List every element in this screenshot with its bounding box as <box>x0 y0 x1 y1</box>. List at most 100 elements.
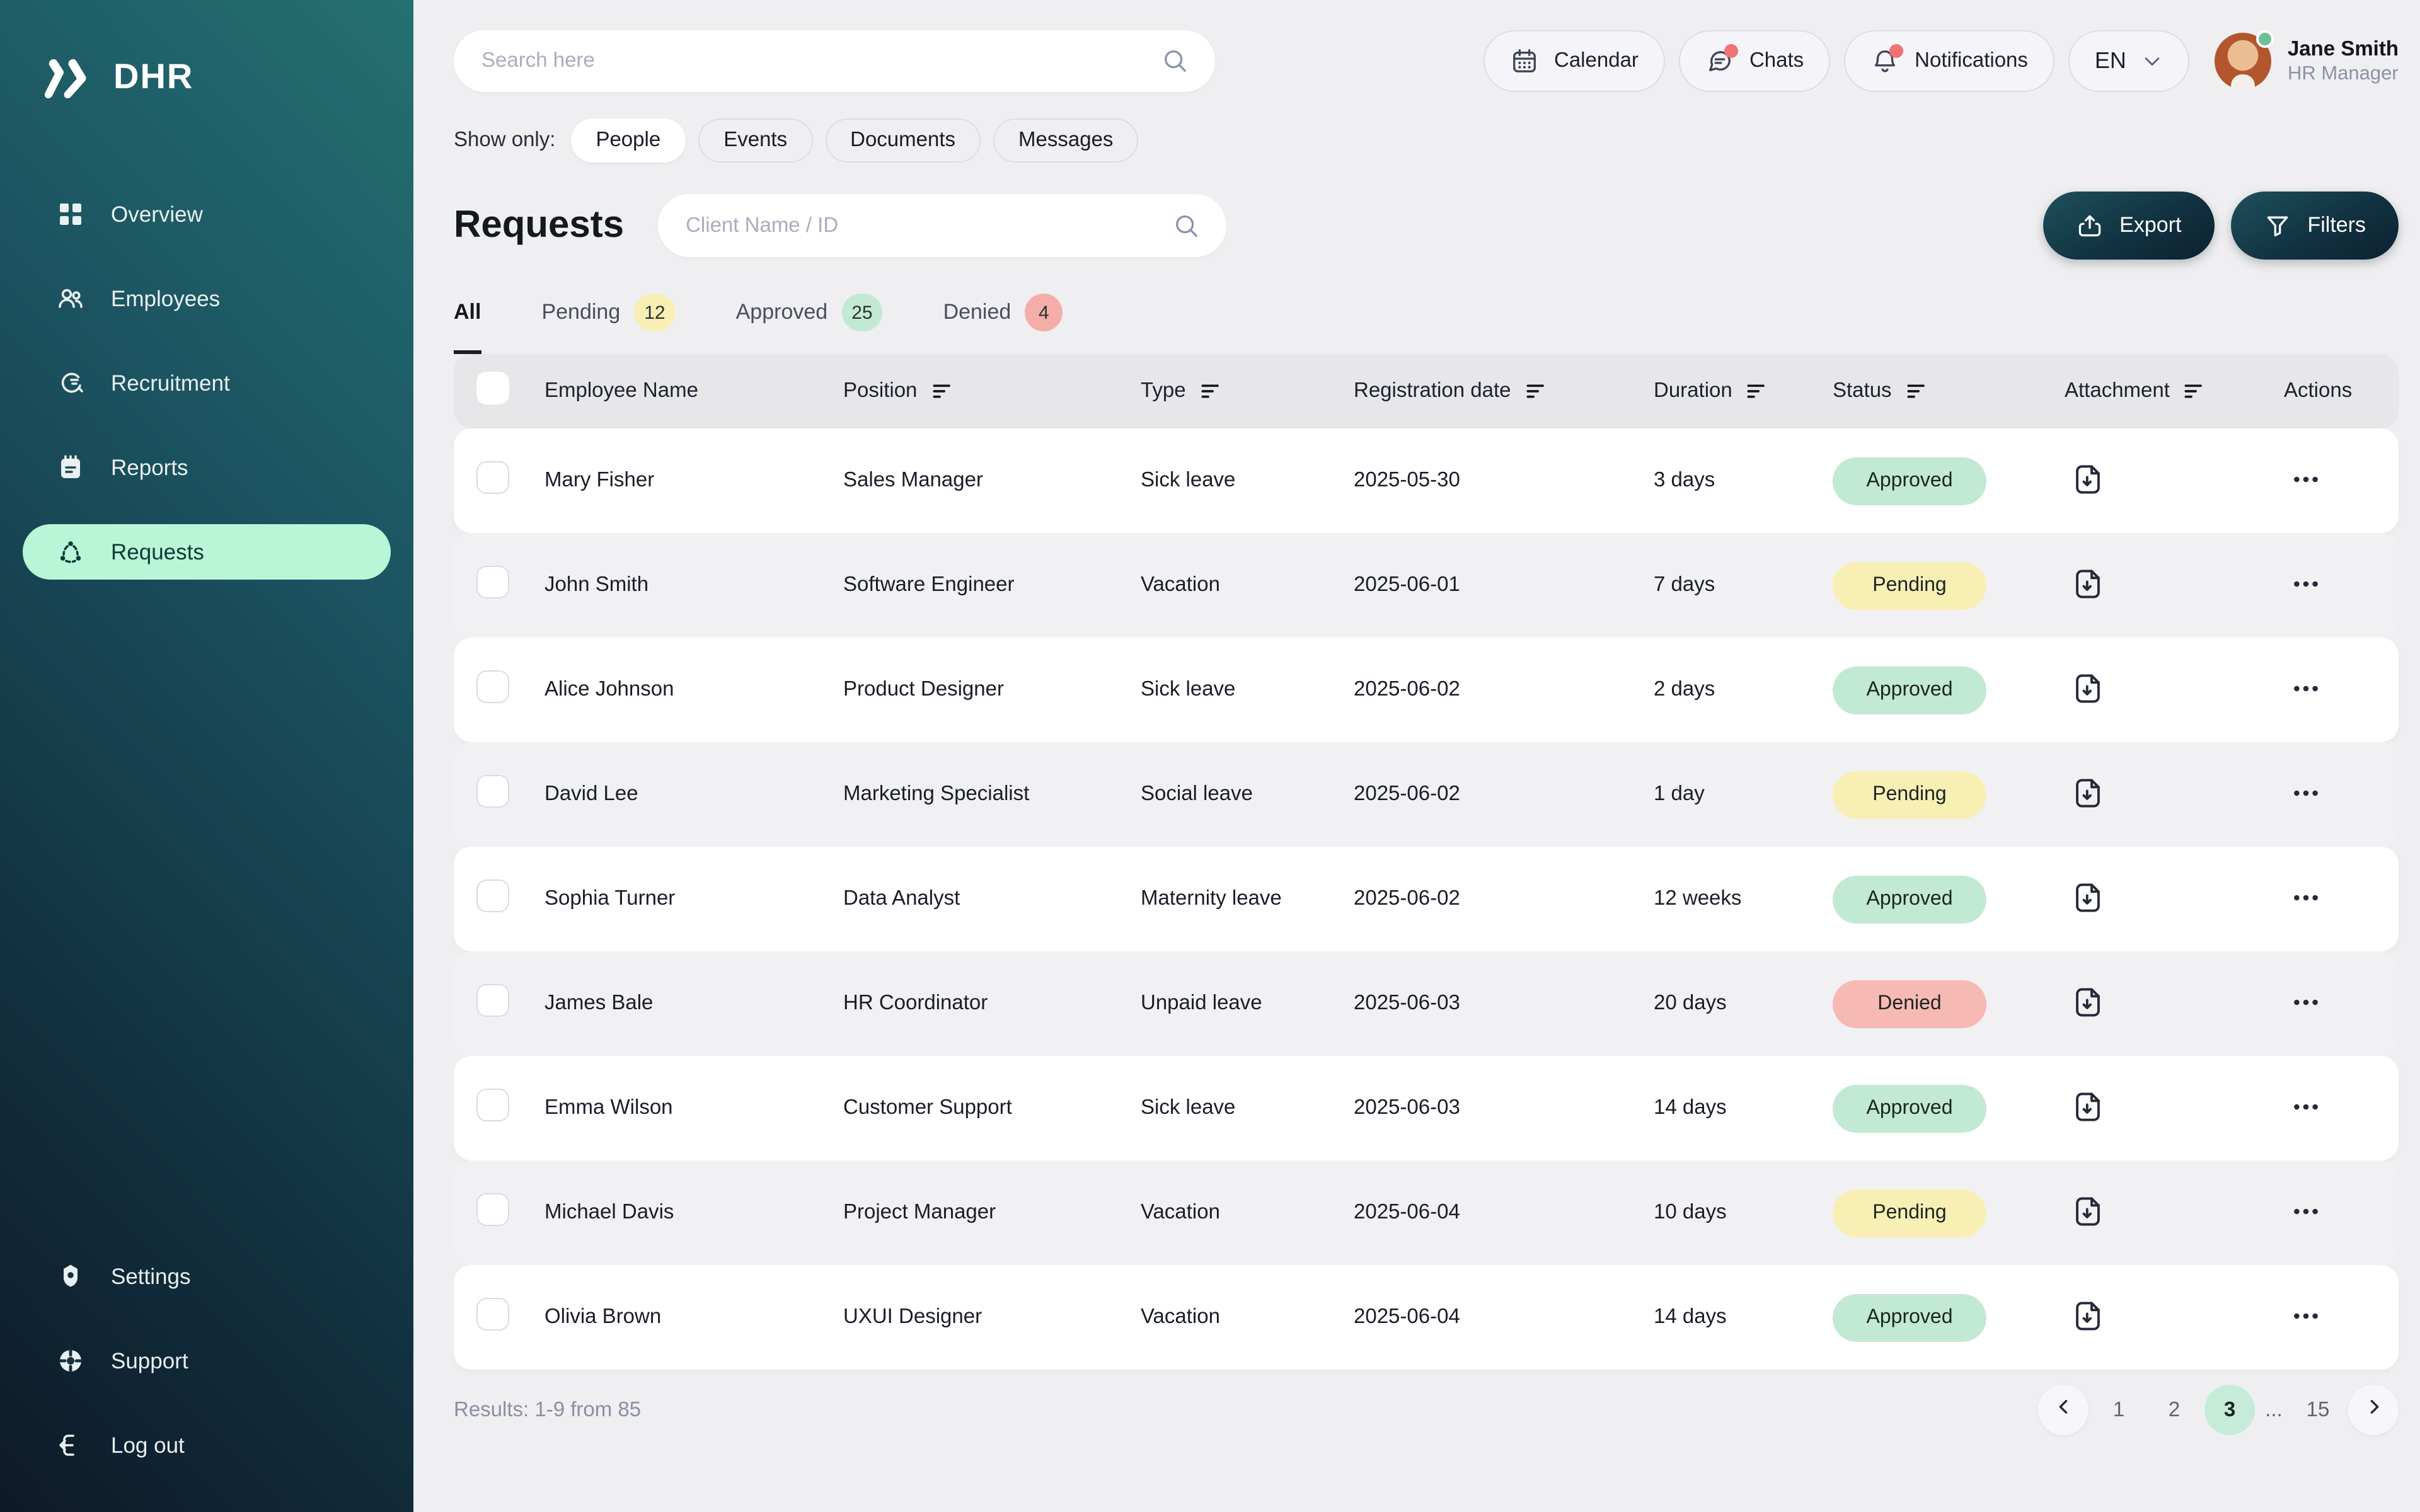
ellipsis-icon <box>2289 985 2323 1022</box>
row-actions-button[interactable] <box>2284 457 2328 505</box>
row-checkbox[interactable] <box>476 1193 509 1226</box>
logout-icon <box>55 1430 86 1460</box>
tab-pending[interactable]: Pending 12 <box>541 294 676 354</box>
row-checkbox[interactable] <box>476 1089 509 1121</box>
sort-icon[interactable] <box>1199 379 1223 403</box>
table-row: David Lee Marketing Specialist Social leav… <box>454 742 2399 847</box>
notifications-button[interactable]: Notifications <box>1844 30 2054 92</box>
file-down-icon <box>2070 565 2106 605</box>
cell-attachment <box>2065 874 2284 924</box>
row-checkbox-cell <box>476 984 544 1023</box>
sidebar-item-label: Recruitment <box>111 370 230 395</box>
row-actions-button[interactable] <box>2284 1084 2328 1132</box>
sidebar-item-settings[interactable]: Settings <box>23 1249 391 1304</box>
pagination-page-2[interactable]: 2 <box>2149 1385 2199 1435</box>
tab-all[interactable]: All <box>454 294 481 354</box>
client-search-input[interactable] <box>683 212 1173 239</box>
sidebar-item-overview[interactable]: Overview <box>23 186 391 242</box>
sort-icon[interactable] <box>1524 379 1548 403</box>
row-actions-button[interactable] <box>2284 875 2328 923</box>
attachment-download-button[interactable] <box>2065 560 2111 610</box>
sidebar-item-log-out[interactable]: Log out <box>23 1418 391 1473</box>
tab-count-badge: 12 <box>634 294 676 331</box>
sidebar-item-requests[interactable]: Requests <box>23 524 391 580</box>
chats-button[interactable]: Chats <box>1678 30 1831 92</box>
pagination-page-1[interactable]: 1 <box>2094 1385 2144 1435</box>
attachment-download-button[interactable] <box>2065 1292 2111 1343</box>
pagination-prev-button[interactable] <box>2038 1385 2089 1435</box>
cell-position: HR Coordinator <box>843 992 1141 1016</box>
sidebar-item-reports[interactable]: Reports <box>23 440 391 495</box>
sidebar-item-support[interactable]: Support <box>23 1333 391 1389</box>
user-profile[interactable]: Jane Smith HR Manager <box>2214 30 2399 89</box>
column-header-label: Attachment <box>2065 379 2170 402</box>
pagination-page-15[interactable]: 15 <box>2293 1385 2343 1435</box>
row-checkbox[interactable] <box>476 670 509 703</box>
sort-icon[interactable] <box>2182 379 2206 403</box>
global-search-input[interactable] <box>479 48 1161 74</box>
attachment-download-button[interactable] <box>2065 769 2111 820</box>
chevron-right-icon <box>2363 1396 2384 1424</box>
tab-denied[interactable]: Denied 4 <box>943 294 1063 354</box>
cell-leave-type: Sick leave <box>1141 678 1354 702</box>
row-actions-button[interactable] <box>2284 666 2328 714</box>
row-checkbox[interactable] <box>476 984 509 1017</box>
notifications-unread-dot <box>1889 44 1904 58</box>
filters-button[interactable]: Filters <box>2230 192 2399 260</box>
ellipsis-icon <box>2289 671 2323 709</box>
pagination-page-3[interactable]: 3 <box>2204 1385 2255 1435</box>
column-header-label: Employee Name <box>544 379 698 402</box>
sidebar-item-employees[interactable]: Employees <box>23 271 391 326</box>
row-actions-button[interactable] <box>2284 770 2328 818</box>
row-actions-button[interactable] <box>2284 561 2328 609</box>
attachment-download-button[interactable] <box>2065 1188 2111 1238</box>
language-selector[interactable]: EN <box>2068 30 2189 92</box>
sidebar-item-label: Overview <box>111 201 203 226</box>
requests-table: Employee Name Position Type Registration da… <box>454 354 2399 1370</box>
filter-chip-label: Messages <box>1018 129 1114 151</box>
cell-duration-text: 1 day <box>1654 782 1705 805</box>
status-badge: Pending <box>1833 770 1986 818</box>
sidebar-item-recruitment[interactable]: Recruitment <box>23 355 391 411</box>
row-actions-button[interactable] <box>2284 980 2328 1028</box>
row-actions-button[interactable] <box>2284 1189 2328 1237</box>
pagination-next-button[interactable] <box>2348 1385 2399 1435</box>
export-button[interactable]: Export <box>2043 192 2215 260</box>
cell-position: Software Engineer <box>843 573 1141 597</box>
clipboard-icon <box>55 452 86 483</box>
export-icon <box>2075 212 2103 239</box>
row-checkbox[interactable] <box>476 775 509 808</box>
cell-employee-name: Olivia Brown <box>544 1305 843 1329</box>
calendar-button[interactable]: Calendar <box>1484 30 1665 92</box>
row-checkbox[interactable] <box>476 879 509 912</box>
filter-chip-people[interactable]: People <box>570 118 686 163</box>
cell-leave-type-text: Sick leave <box>1141 469 1236 491</box>
row-checkbox-cell <box>476 879 544 919</box>
cell-duration: 14 days <box>1654 1096 1833 1120</box>
attachment-download-button[interactable] <box>2065 874 2111 924</box>
tab-approved[interactable]: Approved 25 <box>736 294 883 354</box>
sort-icon[interactable] <box>1904 379 1928 403</box>
attachment-download-button[interactable] <box>2065 1083 2111 1133</box>
attachment-download-button[interactable] <box>2065 978 2111 1029</box>
filter-chip-messages[interactable]: Messages <box>993 118 1139 163</box>
sort-icon[interactable] <box>1745 379 1769 403</box>
tab-label: Approved <box>735 300 828 324</box>
cell-attachment <box>2065 560 2284 610</box>
cell-duration-text: 20 days <box>1654 992 1727 1014</box>
topbar: Calendar Chats <box>413 0 2420 92</box>
attachment-download-button[interactable] <box>2065 455 2111 506</box>
select-all-checkbox[interactable] <box>476 372 509 404</box>
sort-icon[interactable] <box>930 379 954 403</box>
attachment-download-button[interactable] <box>2065 665 2111 715</box>
row-checkbox[interactable] <box>476 1298 509 1331</box>
row-actions-button[interactable] <box>2284 1293 2328 1341</box>
filter-chip-events[interactable]: Events <box>698 118 813 163</box>
filter-chip-documents[interactable]: Documents <box>825 118 981 163</box>
row-checkbox[interactable] <box>476 461 509 494</box>
row-checkbox-cell <box>476 1193 544 1232</box>
cell-position: Product Designer <box>843 678 1141 702</box>
row-checkbox[interactable] <box>476 566 509 598</box>
file-down-icon <box>2070 879 2106 919</box>
cell-employee-name: Emma Wilson <box>544 1096 843 1120</box>
